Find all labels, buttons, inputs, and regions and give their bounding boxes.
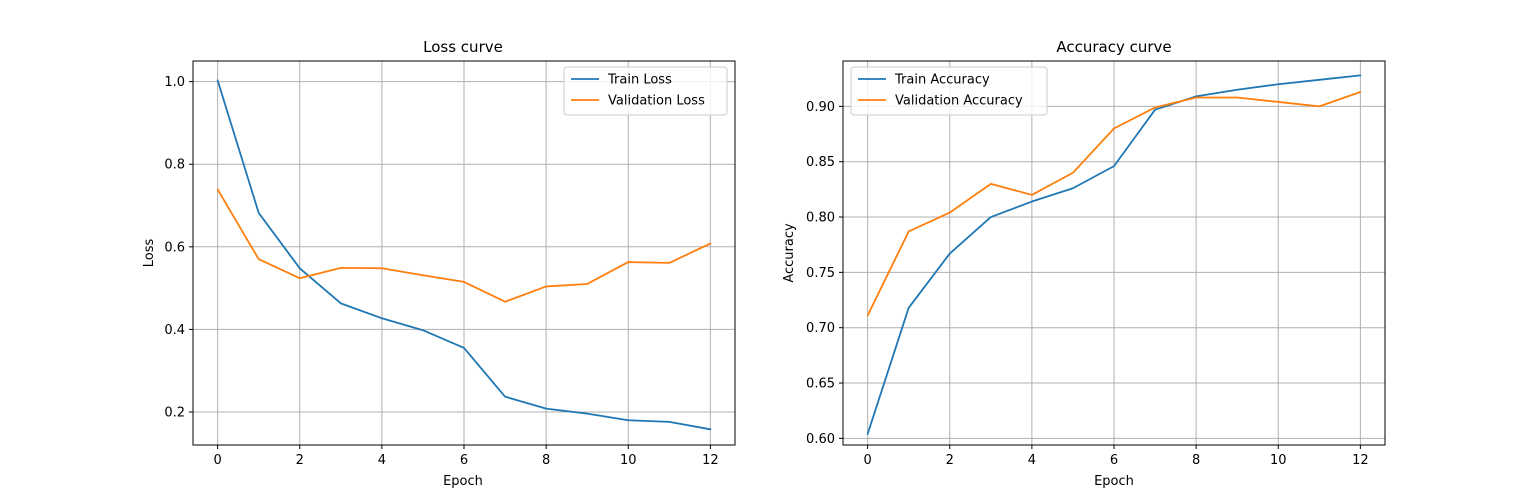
legend-label: Validation Accuracy [895, 94, 1023, 109]
loss-chart-panel: Loss curve Epoch Loss 0 2 4 6 8 10 12 0.2 0.4 0.6… [142, 38, 736, 489]
y-tick-label: 0.6 [164, 240, 185, 255]
x-tick-label: 6 [460, 453, 468, 468]
x-tick-label: 8 [542, 453, 550, 468]
ticks: 0 2 4 6 8 10 12 0.2 0.4 0.6 0.8 1.0 [164, 75, 718, 468]
y-tick-label: 0.65 [806, 377, 835, 392]
legend-label: Validation Loss [608, 94, 705, 109]
x-tick-label: 4 [378, 453, 386, 468]
grid [193, 61, 735, 445]
legend-box [563, 66, 728, 116]
legend-box [850, 66, 1048, 116]
y-tick-label: 0.70 [806, 321, 835, 336]
series-line-validation-loss [216, 188, 712, 303]
grid [843, 61, 1385, 445]
x-axis-label: Epoch [443, 474, 483, 489]
x-tick-label: 6 [1110, 453, 1118, 468]
chart-title: Accuracy curve [1056, 38, 1171, 56]
x-tick-label: 12 [702, 453, 719, 468]
y-axis-label: Accuracy [782, 223, 797, 283]
legend-label: Train Accuracy [894, 73, 990, 88]
x-tick-label: 0 [213, 453, 221, 468]
y-tick-label: 0.60 [806, 432, 835, 447]
y-tick-label: 0.85 [806, 155, 835, 170]
y-tick-label: 0.4 [164, 323, 185, 338]
x-tick-label: 8 [1192, 453, 1200, 468]
y-tick-label: 0.8 [164, 158, 185, 173]
series-line-train-loss [216, 79, 712, 431]
x-tick-label: 12 [1352, 453, 1369, 468]
ticks: 0 2 4 6 8 10 12 0.60 0.65 0.70 0.75 0.80 0.85 0.90 [806, 100, 1369, 468]
series-line-validation-accuracy [866, 91, 1362, 317]
chart-title: Loss curve [423, 38, 503, 56]
x-tick-label: 10 [620, 453, 637, 468]
legend: Train Accuracy Validation Accuracy [850, 66, 1048, 116]
x-tick-label: 2 [296, 453, 304, 468]
legend: Train Loss Validation Loss [563, 66, 728, 116]
x-axis-label: Epoch [1094, 474, 1134, 489]
x-tick-label: 10 [1270, 453, 1287, 468]
y-tick-label: 0.2 [164, 405, 185, 420]
series-line-train-accuracy [866, 74, 1362, 435]
y-tick-label: 0.90 [806, 100, 835, 115]
y-tick-label: 0.75 [806, 266, 835, 281]
x-tick-label: 2 [946, 453, 954, 468]
x-tick-label: 4 [1028, 453, 1036, 468]
y-tick-label: 0.80 [806, 211, 835, 226]
x-tick-label: 0 [863, 453, 871, 468]
y-tick-label: 1.0 [164, 75, 185, 90]
accuracy-chart-panel: Accuracy curve Epoch Accuracy 0 2 4 6 8 10 120… [782, 38, 1386, 489]
y-axis-label: Loss [142, 239, 157, 268]
legend-label: Train Loss [607, 73, 672, 88]
